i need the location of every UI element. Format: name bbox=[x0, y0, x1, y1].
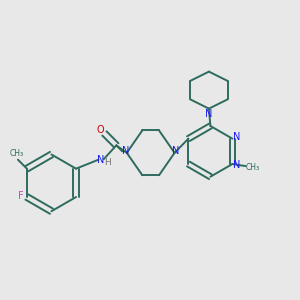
Text: O: O bbox=[96, 125, 104, 135]
Text: CH₃: CH₃ bbox=[245, 163, 260, 172]
Text: N: N bbox=[205, 109, 213, 119]
Text: H: H bbox=[104, 158, 111, 166]
Text: F: F bbox=[17, 191, 23, 201]
Text: N: N bbox=[233, 160, 241, 170]
Text: N: N bbox=[172, 146, 180, 156]
Text: N: N bbox=[122, 146, 129, 156]
Text: CH₃: CH₃ bbox=[10, 148, 24, 158]
Text: N: N bbox=[233, 133, 241, 142]
Text: N: N bbox=[97, 155, 104, 165]
